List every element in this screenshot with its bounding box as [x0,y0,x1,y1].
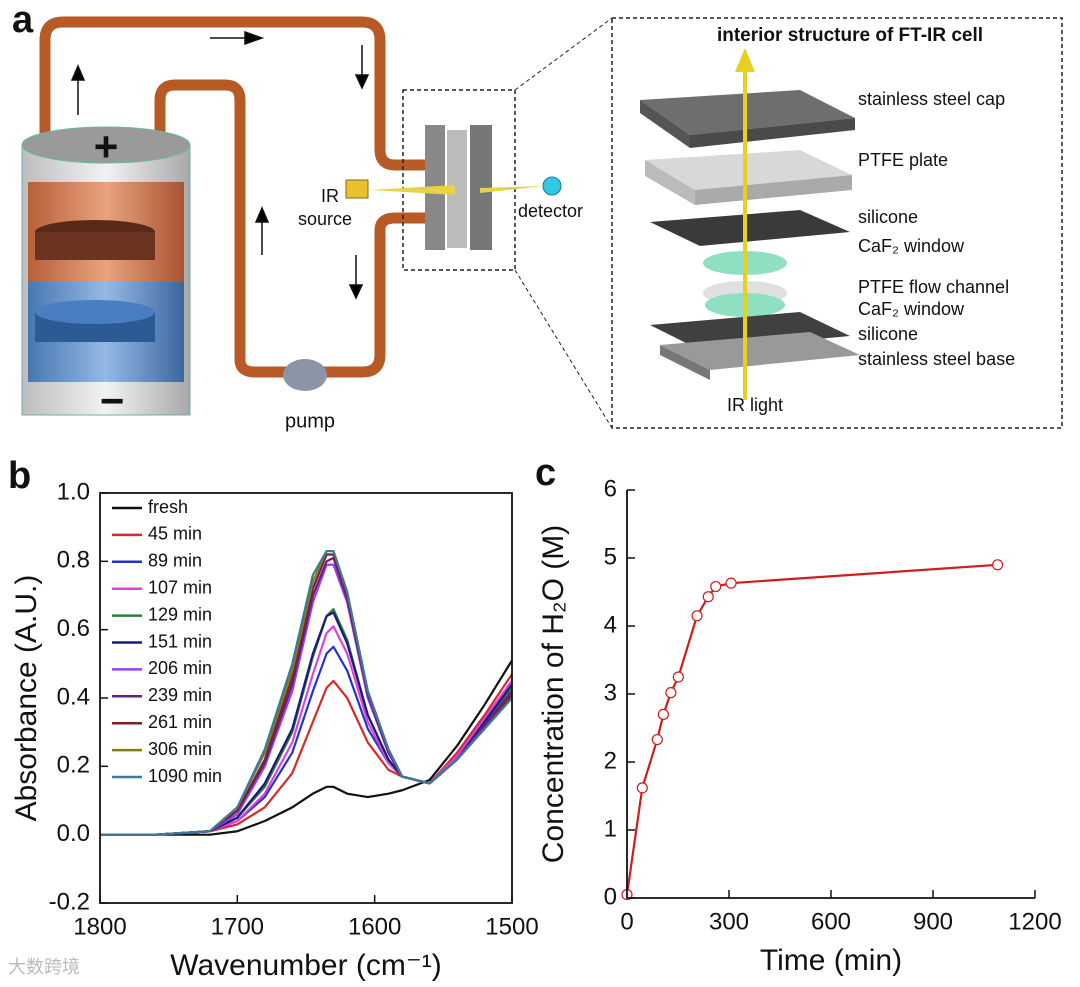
layer-label: silicone [858,324,918,344]
x-axis-label: Wavenumber (cm⁻¹) [170,949,441,982]
series-line [100,549,513,836]
cell-title: interior structure of FT-IR cell [717,25,983,46]
panel-label: a [12,0,34,41]
x-tick-label: 300 [709,908,749,935]
data-point [651,733,663,746]
series-line [625,563,998,895]
data-point [657,708,669,721]
pipes [39,16,425,378]
detector-label: detector [518,201,583,221]
layer-label: stainless steel base [858,349,1015,369]
panel-a: a + − pump IR source d [12,0,1063,432]
y-tick-label: 4 [604,611,617,638]
layer-label: PTFE flow channel [858,277,1009,297]
layer-label: stainless steel cap [858,89,1005,109]
minus-sign: − [100,377,125,424]
plus-sign: + [94,123,119,170]
legend-label: 206 min [148,658,212,678]
plot-frame [99,492,513,904]
data-point [991,559,1004,571]
legend-label: fresh [148,497,188,517]
ir-source-label: source [298,209,352,229]
pump-label: pump [285,410,335,432]
legend-label: 1090 min [148,766,222,786]
tank-lid [21,126,191,164]
electrode [35,300,155,324]
ir-source-icon [345,179,369,199]
cell-box [402,89,516,271]
x-tick-label: 0 [620,908,633,935]
layer-label: PTFE plate [858,150,948,170]
y-tick-label: 2 [604,747,617,774]
x-tick-label: 1500 [485,913,538,940]
watermark: 大数跨境 [8,957,80,977]
y-tick-label: 0.6 [57,615,90,642]
x-tick-label: 600 [811,908,851,935]
data-point [691,610,703,622]
data-point [710,580,722,593]
legend-label: 261 min [148,712,212,732]
y-tick-label: 0.0 [57,820,90,847]
pump-icon [283,359,327,391]
flow-arrows [70,30,370,300]
series-line [100,659,513,836]
layers [640,48,860,400]
y-tick-label: 0.2 [57,752,90,779]
data-point [725,577,737,589]
legend-label: 45 min [148,524,202,544]
cell [470,125,492,250]
legend-label: 89 min [148,551,202,571]
layer-label: silicone [858,207,918,227]
cell [447,130,467,248]
axes [626,490,1035,899]
y-tick-label: 0.8 [57,547,90,574]
ir-source-label: IR [321,186,339,206]
ir-beam [480,186,545,193]
legend-label: 107 min [148,577,212,597]
data-point [702,591,714,603]
y-tick-label: 3 [604,679,617,706]
x-tick-label: 900 [913,908,953,935]
x-axis-label: Time (min) [760,944,902,977]
legend-label: 129 min [148,604,212,624]
legend-label: 239 min [148,685,212,705]
legend-label: 151 min [148,631,212,651]
y-tick-label: 1 [604,815,617,842]
cell-detail-box [611,17,1063,429]
layer-label: CaF₂ window [858,299,965,319]
y-tick-label: 6 [604,475,617,502]
detector-icon [542,176,562,196]
data-point [636,782,648,794]
y-axis-label: Absorbance (A.U.) [10,575,43,822]
x-tick-label: 1800 [73,913,126,940]
y-tick-label: 1.0 [57,478,90,505]
x-tick-label: 1700 [211,913,264,940]
y-tick-label: 0 [604,883,617,910]
y-tick-label: 0.4 [57,683,90,710]
data-point [672,671,684,683]
panel-label: b [8,455,31,497]
x-tick-label: 1600 [348,913,401,940]
panel-label: c [535,452,556,494]
legend-label: 306 min [148,739,212,759]
ir-light-label: IR light [727,395,783,415]
ir-beam [370,185,455,195]
x-tick-label: 1200 [1008,908,1061,935]
layer-label: CaF₂ window [858,236,965,256]
y-tick-label: -0.2 [49,888,90,915]
zoom-lines [514,17,613,429]
y-tick-label: 5 [604,543,617,570]
y-axis-label: Concentration of H₂O (M) [537,525,570,863]
electrode [35,232,155,260]
data-point [665,687,677,699]
